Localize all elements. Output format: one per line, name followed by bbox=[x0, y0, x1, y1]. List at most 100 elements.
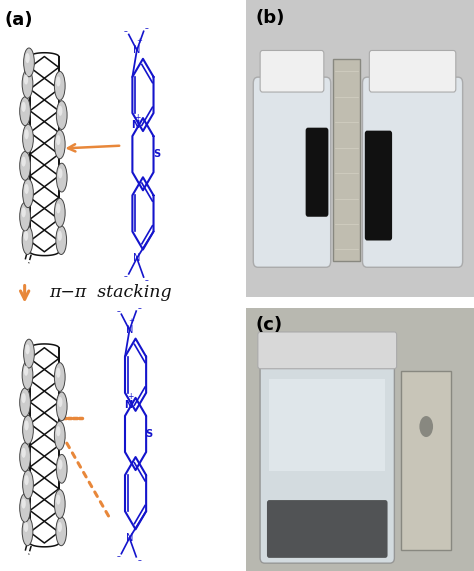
Text: (c): (c) bbox=[255, 316, 283, 334]
Ellipse shape bbox=[21, 448, 26, 458]
Text: –: – bbox=[137, 556, 141, 565]
Ellipse shape bbox=[419, 416, 433, 437]
Ellipse shape bbox=[56, 163, 67, 192]
Ellipse shape bbox=[26, 236, 31, 250]
FancyBboxPatch shape bbox=[260, 343, 394, 563]
Ellipse shape bbox=[22, 517, 33, 546]
Ellipse shape bbox=[24, 184, 29, 194]
Ellipse shape bbox=[20, 97, 30, 126]
Ellipse shape bbox=[24, 231, 28, 241]
Ellipse shape bbox=[57, 522, 62, 532]
Ellipse shape bbox=[27, 59, 33, 72]
Ellipse shape bbox=[55, 198, 65, 227]
Ellipse shape bbox=[27, 350, 33, 363]
Ellipse shape bbox=[60, 465, 65, 478]
Ellipse shape bbox=[56, 226, 66, 255]
Ellipse shape bbox=[26, 190, 32, 203]
Ellipse shape bbox=[22, 361, 33, 389]
Ellipse shape bbox=[24, 339, 34, 368]
Text: S: S bbox=[146, 429, 153, 439]
Ellipse shape bbox=[60, 111, 65, 124]
Ellipse shape bbox=[58, 82, 64, 95]
Text: (b): (b) bbox=[255, 9, 285, 27]
Text: N: N bbox=[131, 120, 139, 130]
Ellipse shape bbox=[22, 226, 33, 255]
FancyBboxPatch shape bbox=[260, 50, 324, 92]
Ellipse shape bbox=[20, 202, 30, 231]
Ellipse shape bbox=[58, 209, 64, 222]
Text: –: – bbox=[117, 552, 120, 561]
Ellipse shape bbox=[58, 373, 64, 387]
Text: N: N bbox=[126, 325, 133, 335]
Ellipse shape bbox=[58, 106, 63, 116]
Ellipse shape bbox=[23, 213, 29, 226]
Text: π−π  stacking: π−π stacking bbox=[49, 284, 172, 301]
Ellipse shape bbox=[55, 363, 65, 392]
FancyBboxPatch shape bbox=[363, 77, 463, 267]
Text: S: S bbox=[153, 149, 160, 159]
Text: –: – bbox=[117, 307, 120, 316]
Ellipse shape bbox=[22, 70, 33, 98]
Ellipse shape bbox=[23, 107, 29, 120]
Ellipse shape bbox=[24, 75, 28, 85]
Text: –: – bbox=[145, 25, 149, 33]
Text: –: – bbox=[137, 304, 141, 313]
Ellipse shape bbox=[23, 162, 29, 175]
Bar bbox=[401, 371, 451, 550]
Ellipse shape bbox=[56, 494, 61, 505]
Ellipse shape bbox=[59, 236, 65, 250]
Text: –: – bbox=[124, 272, 128, 282]
Ellipse shape bbox=[25, 53, 30, 63]
Text: N: N bbox=[133, 253, 141, 263]
Ellipse shape bbox=[58, 141, 64, 154]
Ellipse shape bbox=[21, 498, 26, 509]
Ellipse shape bbox=[26, 481, 32, 494]
Text: N: N bbox=[126, 533, 133, 543]
Ellipse shape bbox=[55, 130, 65, 159]
Ellipse shape bbox=[26, 426, 32, 439]
Text: +: + bbox=[136, 38, 142, 45]
Ellipse shape bbox=[23, 470, 33, 499]
Text: –: – bbox=[145, 276, 149, 286]
Ellipse shape bbox=[24, 522, 28, 532]
Ellipse shape bbox=[23, 453, 29, 467]
Ellipse shape bbox=[58, 397, 63, 407]
FancyBboxPatch shape bbox=[369, 50, 456, 92]
FancyBboxPatch shape bbox=[365, 131, 392, 240]
Text: (a): (a) bbox=[5, 11, 34, 30]
Ellipse shape bbox=[60, 403, 65, 416]
Ellipse shape bbox=[56, 427, 61, 436]
Ellipse shape bbox=[58, 500, 64, 513]
Ellipse shape bbox=[59, 528, 65, 541]
Bar bbox=[333, 59, 360, 262]
FancyBboxPatch shape bbox=[306, 128, 328, 217]
Text: +: + bbox=[135, 112, 141, 122]
Ellipse shape bbox=[57, 231, 62, 241]
Ellipse shape bbox=[55, 71, 65, 100]
Ellipse shape bbox=[56, 392, 67, 421]
Bar bbox=[269, 379, 385, 471]
Ellipse shape bbox=[56, 368, 61, 378]
Ellipse shape bbox=[21, 207, 26, 218]
Ellipse shape bbox=[23, 504, 29, 517]
Ellipse shape bbox=[26, 81, 31, 93]
Text: N: N bbox=[133, 45, 141, 55]
Ellipse shape bbox=[23, 415, 33, 444]
Ellipse shape bbox=[23, 399, 29, 412]
Ellipse shape bbox=[56, 77, 61, 87]
Ellipse shape bbox=[24, 129, 29, 139]
Ellipse shape bbox=[56, 203, 61, 214]
Text: N: N bbox=[124, 400, 132, 410]
Ellipse shape bbox=[20, 388, 30, 417]
Ellipse shape bbox=[21, 393, 26, 403]
Ellipse shape bbox=[20, 493, 30, 522]
Text: +: + bbox=[127, 392, 133, 401]
Text: +: + bbox=[128, 318, 134, 324]
Ellipse shape bbox=[24, 366, 28, 376]
FancyBboxPatch shape bbox=[258, 332, 397, 369]
Ellipse shape bbox=[56, 100, 67, 130]
Ellipse shape bbox=[26, 372, 31, 384]
Ellipse shape bbox=[26, 135, 32, 148]
Ellipse shape bbox=[58, 460, 63, 469]
Ellipse shape bbox=[20, 443, 30, 472]
